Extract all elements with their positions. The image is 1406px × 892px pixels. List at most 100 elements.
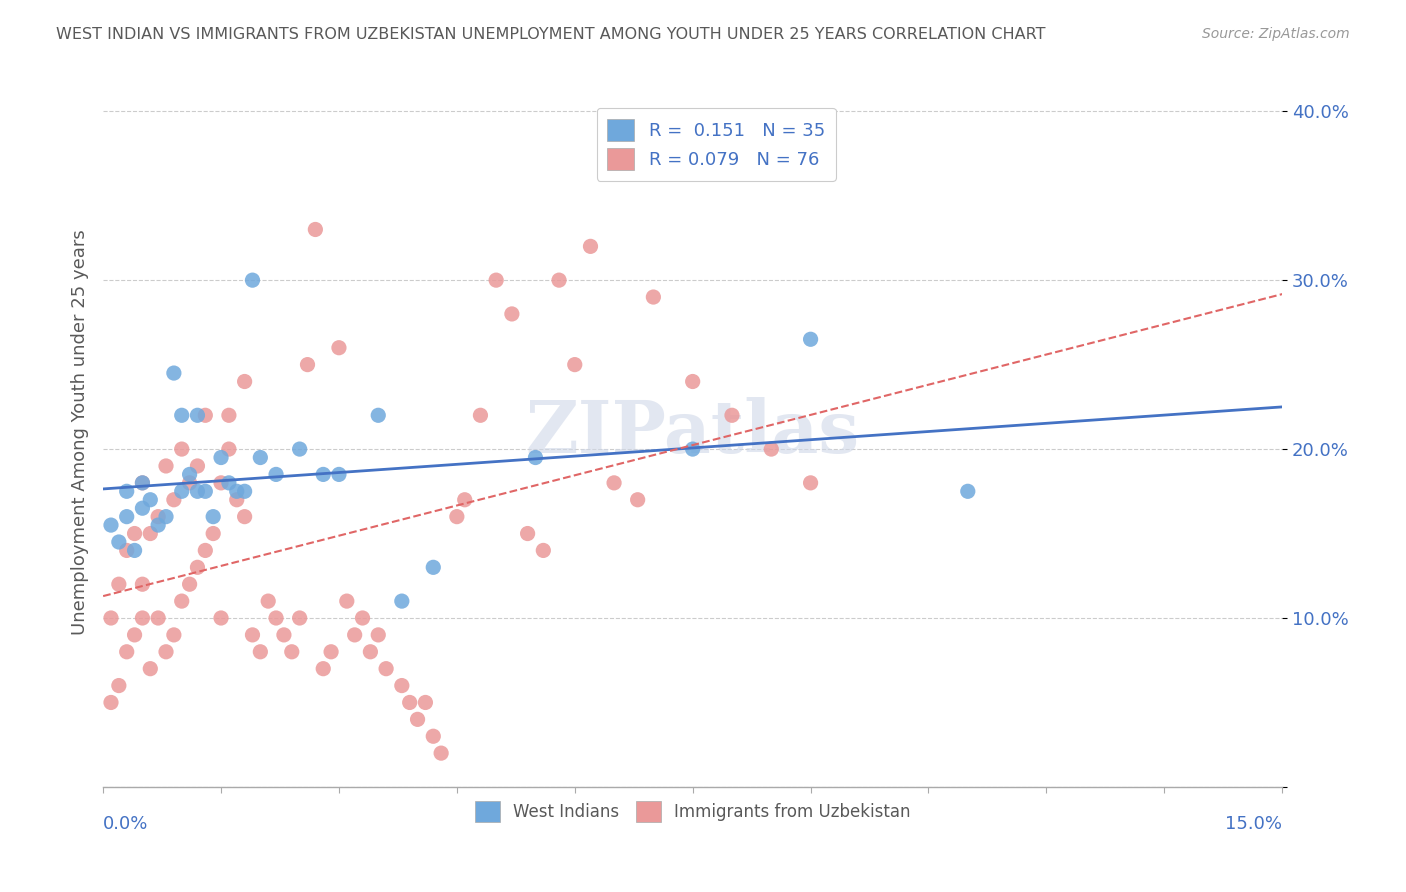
Point: [352, 611, 374, 625]
Point: [179, 577, 201, 591]
Point: [391, 679, 413, 693]
Point: [225, 492, 247, 507]
Point: [209, 475, 232, 490]
Point: [100, 696, 122, 710]
Point: [264, 611, 287, 625]
Point: [800, 332, 823, 346]
Point: [124, 543, 146, 558]
Point: [170, 409, 193, 423]
Point: [422, 560, 444, 574]
Point: [524, 450, 547, 465]
Point: [155, 509, 177, 524]
Point: [186, 458, 208, 473]
Point: [131, 475, 153, 490]
Point: [233, 375, 256, 389]
Point: [312, 662, 335, 676]
Y-axis label: Unemployment Among Youth under 25 years: Unemployment Among Youth under 25 years: [72, 229, 89, 635]
Point: [100, 611, 122, 625]
Point: [682, 375, 704, 389]
Point: [170, 442, 193, 456]
Point: [115, 543, 138, 558]
Point: [218, 409, 240, 423]
Point: [186, 409, 208, 423]
Point: [249, 450, 271, 465]
Point: [163, 366, 186, 380]
Point: [146, 611, 169, 625]
Point: [304, 222, 326, 236]
Point: [108, 577, 131, 591]
Point: [257, 594, 280, 608]
Point: [225, 484, 247, 499]
Point: [761, 442, 783, 456]
Text: WEST INDIAN VS IMMIGRANTS FROM UZBEKISTAN UNEMPLOYMENT AMONG YOUTH UNDER 25 YEAR: WEST INDIAN VS IMMIGRANTS FROM UZBEKISTA…: [56, 27, 1046, 42]
Point: [170, 594, 193, 608]
Point: [115, 509, 138, 524]
Point: [139, 492, 162, 507]
Point: [249, 645, 271, 659]
Point: [242, 273, 264, 287]
Point: [367, 409, 389, 423]
Point: [297, 358, 319, 372]
Point: [328, 341, 350, 355]
Point: [281, 645, 304, 659]
Point: [391, 594, 413, 608]
Point: [406, 712, 429, 726]
Point: [186, 560, 208, 574]
Point: [108, 679, 131, 693]
Point: [579, 239, 602, 253]
Point: [155, 645, 177, 659]
Point: [548, 273, 571, 287]
Point: [359, 645, 381, 659]
Point: [163, 492, 186, 507]
Point: [242, 628, 264, 642]
Point: [446, 509, 468, 524]
Point: [485, 273, 508, 287]
Point: [415, 696, 437, 710]
Text: 0.0%: 0.0%: [103, 815, 149, 833]
Point: [336, 594, 359, 608]
Point: [163, 628, 186, 642]
Point: [179, 475, 201, 490]
Point: [288, 442, 311, 456]
Point: [139, 526, 162, 541]
Point: [124, 526, 146, 541]
Point: [264, 467, 287, 482]
Point: [139, 662, 162, 676]
Point: [343, 628, 366, 642]
Point: [398, 696, 420, 710]
Point: [194, 484, 217, 499]
Point: [454, 492, 477, 507]
Text: ZIPatlas: ZIPatlas: [526, 397, 859, 467]
Point: [233, 509, 256, 524]
Point: [516, 526, 538, 541]
Point: [218, 475, 240, 490]
Point: [470, 409, 492, 423]
Point: [682, 442, 704, 456]
Point: [328, 467, 350, 482]
Point: [209, 450, 232, 465]
Point: [312, 467, 335, 482]
Point: [131, 475, 153, 490]
Point: [100, 518, 122, 533]
Point: [131, 611, 153, 625]
Point: [202, 509, 225, 524]
Text: 15.0%: 15.0%: [1225, 815, 1282, 833]
Point: [131, 577, 153, 591]
Point: [422, 729, 444, 743]
Point: [218, 442, 240, 456]
Point: [273, 628, 295, 642]
Point: [430, 746, 453, 760]
Point: [603, 475, 626, 490]
Point: [627, 492, 650, 507]
Point: [375, 662, 398, 676]
Point: [194, 543, 217, 558]
Point: [194, 409, 217, 423]
Point: [233, 484, 256, 499]
Point: [367, 628, 389, 642]
Text: Source: ZipAtlas.com: Source: ZipAtlas.com: [1202, 27, 1350, 41]
Point: [209, 611, 232, 625]
Point: [124, 628, 146, 642]
Point: [155, 458, 177, 473]
Point: [288, 611, 311, 625]
Point: [531, 543, 554, 558]
